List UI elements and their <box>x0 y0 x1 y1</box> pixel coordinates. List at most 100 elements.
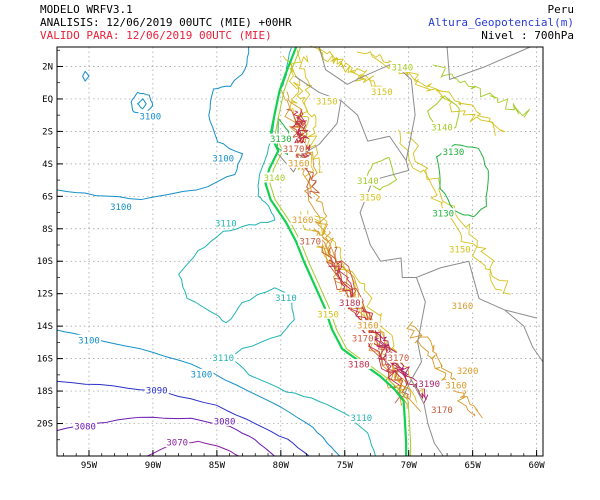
contour-label-bg <box>212 415 237 426</box>
y-tick-label: 6S <box>42 192 53 202</box>
contour-label: 3160 <box>452 302 474 312</box>
contour-3100-south <box>56 329 341 457</box>
contour-3140-coastal <box>269 46 412 456</box>
contour-3130 <box>276 117 290 156</box>
x-tick-label: 85W <box>209 461 226 471</box>
contour-label: 3170 <box>283 145 305 155</box>
land-features <box>264 46 544 457</box>
y-tick-label: 2N <box>42 62 53 72</box>
contour-label: 3170 <box>431 406 453 416</box>
contour-3100 <box>56 46 250 201</box>
contour-label-bg <box>316 308 341 319</box>
contour-label: 3160 <box>288 159 310 169</box>
contour-3140 <box>432 64 530 118</box>
contour-label-bg <box>337 297 362 308</box>
contour-label: 3140 <box>264 174 286 184</box>
contour-3100-island <box>82 70 90 82</box>
contour-3160 <box>410 324 483 419</box>
country-border <box>416 260 544 363</box>
contour-3070 <box>146 440 239 457</box>
contour-label-bg <box>268 133 293 144</box>
country-border <box>504 309 537 319</box>
contour-3150 <box>406 132 511 295</box>
contour-label-bg <box>390 62 415 73</box>
contour-label: 3150 <box>359 193 381 203</box>
contour-label-bg <box>346 359 371 370</box>
contour-label-bg <box>281 143 306 154</box>
x-tick-label: 75W <box>337 461 354 471</box>
contour-3160 <box>280 89 330 258</box>
region-name: Peru <box>547 3 575 16</box>
contour-label-bg <box>431 208 456 219</box>
contour-label: 3100 <box>110 203 132 213</box>
y-tick-label: 8S <box>42 225 53 235</box>
axis-ticks <box>57 49 538 456</box>
contour-label-bg <box>386 352 411 363</box>
contour-3180 <box>295 110 311 163</box>
longitude-labels: 95W 90W 85W 80W 75W 70W 65W 60W <box>81 461 545 471</box>
contour-3140 <box>365 156 398 191</box>
contour-label-bg <box>165 437 190 448</box>
contour-label: 3070 <box>166 439 188 449</box>
contour-3150 <box>371 53 506 133</box>
contour-labels: 3100 3100 3100 3100 3100 3110 3110 3110 3110 3090… <box>73 62 480 449</box>
contour-label-bg <box>417 378 442 389</box>
contour-label: 3110 <box>215 219 237 229</box>
pressure-level: Nivel : 700hPa <box>481 29 574 42</box>
contour-label-bg <box>211 152 236 163</box>
x-tick-label: 80W <box>273 461 290 471</box>
contour-3180 <box>292 110 307 166</box>
contour-label: 3150 <box>371 88 393 98</box>
contour-label-bg <box>369 86 394 97</box>
contour-label: 3130 <box>432 210 454 220</box>
contour-label-bg <box>273 292 298 303</box>
country-border <box>277 100 342 173</box>
contour-label: 3110 <box>351 414 373 424</box>
contour-label-bg <box>447 243 472 254</box>
valid-time: VALIDO PARA: 12/06/2019 00UTC (MIE) <box>40 29 272 42</box>
contour-label-bg <box>349 412 374 423</box>
contour-label: 3130 <box>270 135 292 145</box>
contour-label: 3150 <box>316 98 338 108</box>
contour-label-bg <box>213 217 238 228</box>
country-border <box>446 46 531 80</box>
contour-label: 3160 <box>357 322 379 332</box>
x-tick-label: 95W <box>81 461 98 471</box>
country-border <box>294 75 407 161</box>
contour-label-bg <box>262 172 287 183</box>
contour-label: 3130 <box>443 148 465 158</box>
contour-label: 3160 <box>292 216 314 226</box>
y-tick-label: 2S <box>42 127 53 137</box>
contour-label-bg <box>355 320 380 331</box>
contour-label: 3110 <box>212 354 234 364</box>
contour-label-bg <box>355 175 380 186</box>
x-tick-label: 60W <box>528 461 545 471</box>
coastline <box>264 46 408 456</box>
contour-3160 <box>286 91 334 254</box>
contour-3090 <box>57 380 310 457</box>
contour-label: 3090 <box>146 387 168 397</box>
contour-label-bg <box>444 380 469 391</box>
contour-label: 3100 <box>140 112 162 122</box>
contour-label-bg <box>290 214 315 225</box>
contour-3100-island <box>130 91 153 115</box>
contour-label-bg <box>108 201 133 212</box>
contour-label: 3140 <box>431 124 453 134</box>
contour-label: 3100 <box>191 370 213 380</box>
contour-label: 3170 <box>299 237 321 247</box>
x-tick-label: 90W <box>145 461 162 471</box>
contour-3150 <box>317 47 393 94</box>
country-border <box>410 379 444 457</box>
contour-label: 3180 <box>339 299 361 309</box>
contour-label: 3150 <box>317 310 339 320</box>
contour-lines <box>56 45 530 457</box>
y-tick-label: 10S <box>37 257 53 267</box>
contour-label: 3140 <box>357 177 379 187</box>
contour-3100-island <box>137 98 147 110</box>
contour-label: 3180 <box>348 361 370 371</box>
y-tick-label: 14S <box>37 322 53 332</box>
contour-3180 <box>328 259 400 386</box>
x-tick-label: 65W <box>465 461 482 471</box>
y-tick-label: 18S <box>37 387 53 397</box>
